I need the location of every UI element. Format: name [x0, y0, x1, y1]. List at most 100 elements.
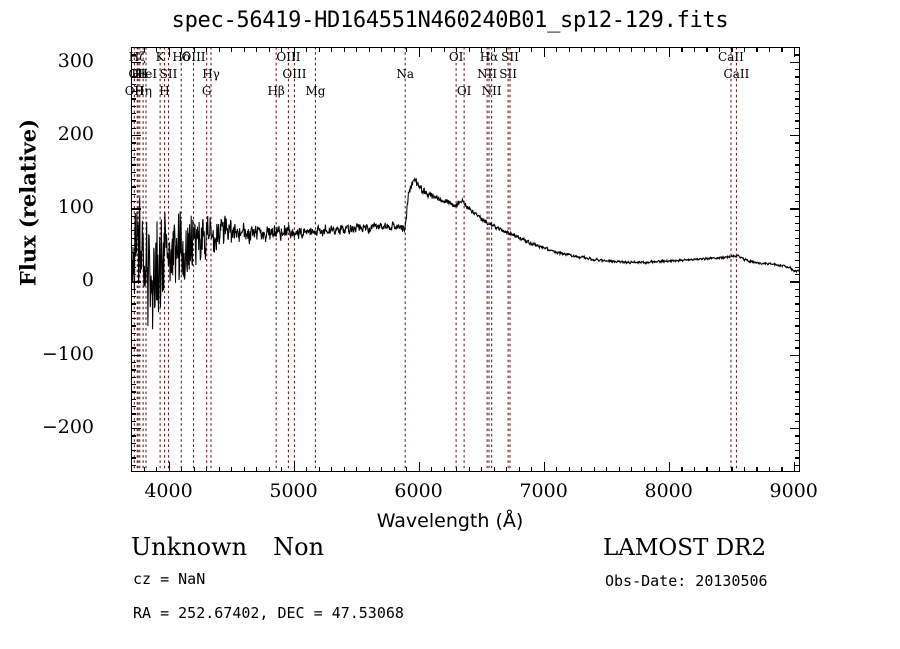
tick-mark [131, 318, 136, 320]
tick-mark [795, 244, 800, 247]
tick-mark [131, 98, 136, 100]
spectral-line-label: Hγ [202, 67, 220, 81]
tick-mark [131, 413, 136, 415]
tick-mark [431, 47, 433, 52]
tick-mark [795, 435, 800, 437]
tick-mark [306, 467, 308, 472]
tick-mark [406, 47, 408, 52]
tick-mark [456, 467, 458, 472]
tick-mark [131, 68, 136, 71]
tick-mark [131, 230, 136, 232]
tick-mark [131, 193, 136, 195]
tick-mark [631, 47, 633, 52]
object-classification: Unknown Non [131, 533, 324, 561]
tick-mark [143, 47, 145, 52]
tick-mark [131, 303, 136, 305]
tick-mark [793, 47, 796, 57]
tick-mark [131, 347, 136, 349]
tick-mark [795, 325, 800, 327]
spectral-line-label: Na [396, 67, 415, 81]
tick-mark [343, 47, 345, 52]
tick-mark [131, 127, 136, 129]
tick-mark [356, 467, 358, 472]
tick-mark [795, 142, 800, 144]
tick-mark [131, 252, 136, 254]
tick-mark [731, 47, 733, 52]
tick-mark [795, 156, 800, 159]
tick-mark [581, 47, 583, 52]
tick-mark [131, 376, 136, 379]
tick-mark [443, 47, 445, 52]
tick-mark [418, 462, 420, 472]
tick-mark [631, 467, 633, 472]
y-tick-label: 300 [57, 49, 94, 72]
tick-mark [493, 47, 495, 52]
tick-mark [795, 420, 800, 422]
spectral-line-label: OII [128, 67, 148, 81]
tick-mark [131, 442, 136, 444]
tick-mark [131, 112, 136, 115]
tick-mark [131, 457, 136, 459]
tick-mark [131, 142, 136, 144]
tick-mark [131, 332, 136, 335]
tick-mark [781, 467, 783, 472]
tick-mark [518, 47, 520, 52]
y-tick-label: −100 [41, 342, 94, 365]
tick-mark [568, 467, 570, 472]
tick-mark [795, 296, 800, 298]
spectral-line-label: OI [456, 84, 472, 98]
tick-mark [606, 47, 608, 52]
tick-mark [193, 467, 195, 472]
spectral-line-label: Hα [479, 50, 499, 64]
tick-mark [131, 266, 136, 269]
spectral-line-label: Hη [134, 84, 152, 98]
tick-mark [795, 318, 800, 320]
tick-mark [706, 47, 708, 52]
tick-mark [256, 47, 258, 52]
x-tick-label: 7000 [519, 480, 568, 502]
spectral-line-label: OIII [276, 50, 301, 64]
x-tick-label: 9000 [769, 480, 818, 502]
tick-mark [795, 288, 800, 291]
tick-mark [556, 47, 558, 52]
tick-mark [131, 281, 141, 283]
tick-mark [656, 47, 658, 52]
tick-mark [368, 47, 370, 52]
tick-mark [131, 310, 136, 313]
tick-mark [131, 464, 136, 466]
tick-mark [381, 47, 383, 52]
tick-mark [131, 354, 141, 357]
tick-mark [131, 398, 136, 401]
tick-mark [431, 467, 433, 472]
y-tick-label: 0 [81, 269, 94, 292]
tick-mark [790, 134, 800, 137]
tick-mark [795, 90, 800, 93]
spectral-line-label: HeI [134, 67, 158, 81]
spectral-line-label: SII [159, 67, 178, 81]
tick-mark [331, 47, 333, 52]
tick-mark [193, 47, 195, 52]
tick-mark [393, 47, 395, 52]
tick-mark [131, 420, 136, 422]
tick-mark [681, 47, 683, 52]
tick-mark [443, 467, 445, 472]
tick-mark [795, 215, 800, 217]
tick-mark [795, 193, 800, 195]
tick-mark [131, 274, 136, 276]
tick-mark [231, 47, 233, 52]
tick-mark [381, 467, 383, 472]
tick-mark [668, 47, 670, 57]
tick-mark [131, 325, 136, 327]
tick-mark [156, 47, 158, 52]
tick-mark [643, 47, 645, 52]
spectral-line-label: Hβ [267, 84, 285, 98]
plot-area [131, 47, 800, 472]
tick-mark [781, 47, 783, 52]
tick-mark [131, 244, 136, 247]
tick-mark [531, 47, 533, 52]
tick-mark [393, 467, 395, 472]
tick-mark [243, 467, 245, 472]
spectrum-canvas [131, 47, 800, 472]
tick-mark [693, 47, 695, 52]
x-tick-label: 4000 [144, 480, 193, 502]
